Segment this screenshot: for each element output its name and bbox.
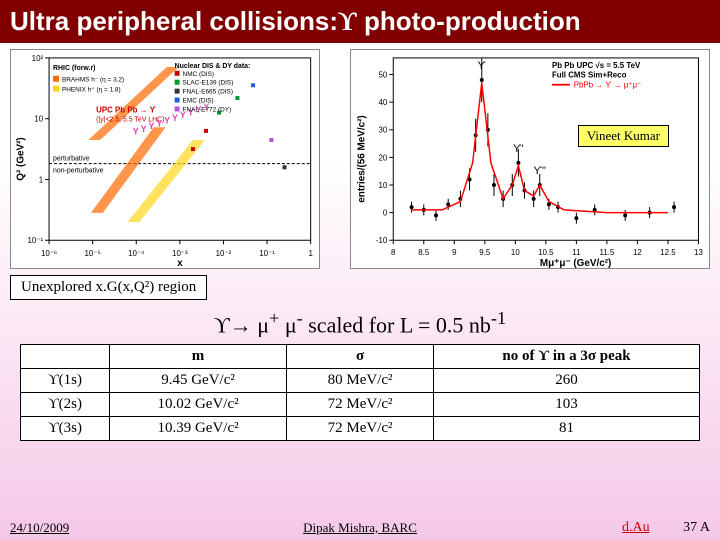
svg-text:FNAL-E772 (DY): FNAL-E772 (DY)	[183, 106, 232, 113]
svg-text:11.5: 11.5	[599, 248, 614, 257]
table-cell: 72 MeV/c²	[287, 393, 434, 417]
svg-text:10⁻⁶: 10⁻⁶	[41, 249, 57, 258]
footer-dau: d.Au	[622, 520, 650, 535]
svg-text:BRAHMS h⁻ (η = 3.2): BRAHMS h⁻ (η = 3.2)	[62, 77, 124, 84]
table-row: ϒ(2s)10.02 GeV/c²72 MeV/c²103	[21, 393, 700, 417]
svg-text:13: 13	[694, 248, 703, 257]
table-cell: 103	[434, 393, 700, 417]
footer: 24/10/2009 Dipak Mishra, BARC d.Au 37 A	[0, 516, 720, 540]
svg-text:entries/(56 MeV/c²): entries/(56 MeV/c²)	[357, 115, 368, 202]
svg-text:8: 8	[391, 248, 396, 257]
svg-text:Y: Y	[148, 121, 154, 131]
table-cell: ϒ(3s)	[21, 417, 110, 441]
svg-text:0: 0	[383, 209, 388, 218]
svg-text:-10: -10	[376, 236, 388, 245]
results-table: mσno of ϒ in a 3σ peak ϒ(1s)9.45 GeV/c²8…	[20, 344, 700, 441]
table-header: m	[109, 345, 286, 369]
table-cell: 81	[434, 417, 700, 441]
svg-text:12.5: 12.5	[660, 248, 676, 257]
svg-text:Y: Y	[156, 118, 162, 128]
svg-text:ϒ: ϒ	[478, 60, 487, 72]
svg-text:Y: Y	[133, 127, 139, 137]
table-cell: 10.39 GeV/c²	[109, 417, 286, 441]
svg-text:UPC Pb Pb → ϒ: UPC Pb Pb → ϒ	[96, 106, 156, 115]
table-row: ϒ(1s)9.45 GeV/c²80 MeV/c²260	[21, 369, 700, 393]
title-prefix: Ultra peripheral collisions:	[10, 6, 338, 36]
svg-text:Full CMS Sim+Reco: Full CMS Sim+Reco	[552, 71, 627, 80]
formula-text: ϒ→ μ+ μ- scaled for L = 0.5 nb-1	[0, 308, 720, 338]
svg-text:EMC (DIS): EMC (DIS)	[183, 98, 214, 105]
svg-text:x: x	[177, 258, 183, 268]
svg-text:10⁻⁵: 10⁻⁵	[85, 249, 101, 258]
left-chart: 10⁻⁶ 10⁻⁵ 10⁻⁴ 10⁻³ 10⁻² 10⁻¹ 1 10⁻¹ 1 10 10² Q² (G…	[10, 49, 320, 269]
svg-text:50: 50	[379, 70, 388, 79]
svg-text:10: 10	[379, 181, 388, 190]
table-header: σ	[287, 345, 434, 369]
svg-text:1: 1	[39, 175, 44, 184]
svg-text:ϒ': ϒ'	[513, 143, 524, 155]
svg-text:perturbative: perturbative	[53, 156, 90, 163]
svg-text:9: 9	[452, 248, 457, 257]
title-suffix: photo-production	[357, 6, 581, 36]
svg-text:Nuclear DIS & DY data:: Nuclear DIS & DY data:	[175, 63, 251, 70]
table-header	[21, 345, 110, 369]
table-cell: ϒ(1s)	[21, 369, 110, 393]
table-cell: 9.45 GeV/c²	[109, 369, 286, 393]
svg-text:40: 40	[379, 98, 388, 107]
svg-text:non-perturbative: non-perturbative	[53, 168, 104, 175]
footer-date: 24/10/2009	[10, 520, 69, 536]
footer-right: d.Au 37 A	[622, 520, 710, 536]
svg-text:1: 1	[308, 249, 313, 258]
svg-text:10: 10	[511, 248, 520, 257]
svg-text:Y: Y	[164, 116, 170, 126]
svg-text:10⁻⁴: 10⁻⁴	[128, 249, 144, 258]
svg-text:10⁻²: 10⁻²	[216, 249, 232, 258]
svg-text:Y: Y	[141, 124, 147, 134]
footer-center: Dipak Mishra, BARC	[303, 520, 417, 536]
right-chart: 8 8.5 9 9.5 10 10.5 11 11.5 12 12.5 13 -10 0 10 20 30 40…	[350, 49, 710, 269]
footer-page: 37 A	[683, 520, 710, 535]
svg-text:10: 10	[34, 115, 43, 124]
svg-text:NMC (DIS): NMC (DIS)	[183, 71, 214, 78]
table-cell: 10.02 GeV/c²	[109, 393, 286, 417]
unexplored-label: Unexplored x.G(x,Q²) region	[10, 275, 207, 300]
svg-text:ϒ'': ϒ''	[533, 165, 546, 177]
svg-text:12: 12	[633, 248, 642, 257]
author-label: Vineet Kumar	[578, 125, 669, 147]
svg-text:RHIC (forw.r): RHIC (forw.r)	[53, 65, 95, 72]
svg-text:Q² (GeV²): Q² (GeV²)	[15, 137, 26, 180]
table-cell: ϒ(2s)	[21, 393, 110, 417]
table-cell: 80 MeV/c²	[287, 369, 434, 393]
svg-text:9.5: 9.5	[479, 248, 491, 257]
svg-text:PHENIX h⁺ (η = 1.8): PHENIX h⁺ (η = 1.8)	[62, 87, 121, 94]
svg-text:10⁻¹: 10⁻¹	[28, 236, 44, 245]
svg-text:Y: Y	[172, 113, 178, 123]
table-cell: 260	[434, 369, 700, 393]
svg-text:PbPb → ϒ → μ⁺μ⁻: PbPb → ϒ → μ⁺μ⁻	[574, 81, 642, 90]
svg-text:30: 30	[379, 126, 388, 135]
table-row: ϒ(3s)10.39 GeV/c²72 MeV/c²81	[21, 417, 700, 441]
svg-text:SLAC-E139 (DIS): SLAC-E139 (DIS)	[183, 80, 234, 87]
svg-text:FNAL-E665 (DIS): FNAL-E665 (DIS)	[183, 89, 233, 96]
svg-text:20: 20	[379, 153, 388, 162]
svg-text:10²: 10²	[32, 54, 44, 63]
svg-text:10⁻³: 10⁻³	[172, 249, 188, 258]
svg-text:11: 11	[572, 248, 581, 257]
table-cell: 72 MeV/c²	[287, 417, 434, 441]
svg-text:10.5: 10.5	[538, 248, 554, 257]
charts-row: 10⁻⁶10⁻⁵10⁻⁴10⁻³10⁻²10⁻¹110⁻¹11010²Q² (G…	[0, 43, 720, 271]
svg-text:Mμ⁺μ⁻ (GeV/c²): Mμ⁺μ⁻ (GeV/c²)	[540, 258, 611, 268]
svg-text:10⁻¹: 10⁻¹	[259, 249, 275, 258]
slide-title: Ultra peripheral collisions:ϒ photo-prod…	[0, 0, 720, 43]
svg-text:Pb Pb UPC √s = 5.5 TeV: Pb Pb UPC √s = 5.5 TeV	[552, 61, 641, 70]
table-header: no of ϒ in a 3σ peak	[434, 345, 700, 369]
results-table-wrap: mσno of ϒ in a 3σ peak ϒ(1s)9.45 GeV/c²8…	[20, 344, 700, 441]
svg-text:8.5: 8.5	[418, 248, 430, 257]
